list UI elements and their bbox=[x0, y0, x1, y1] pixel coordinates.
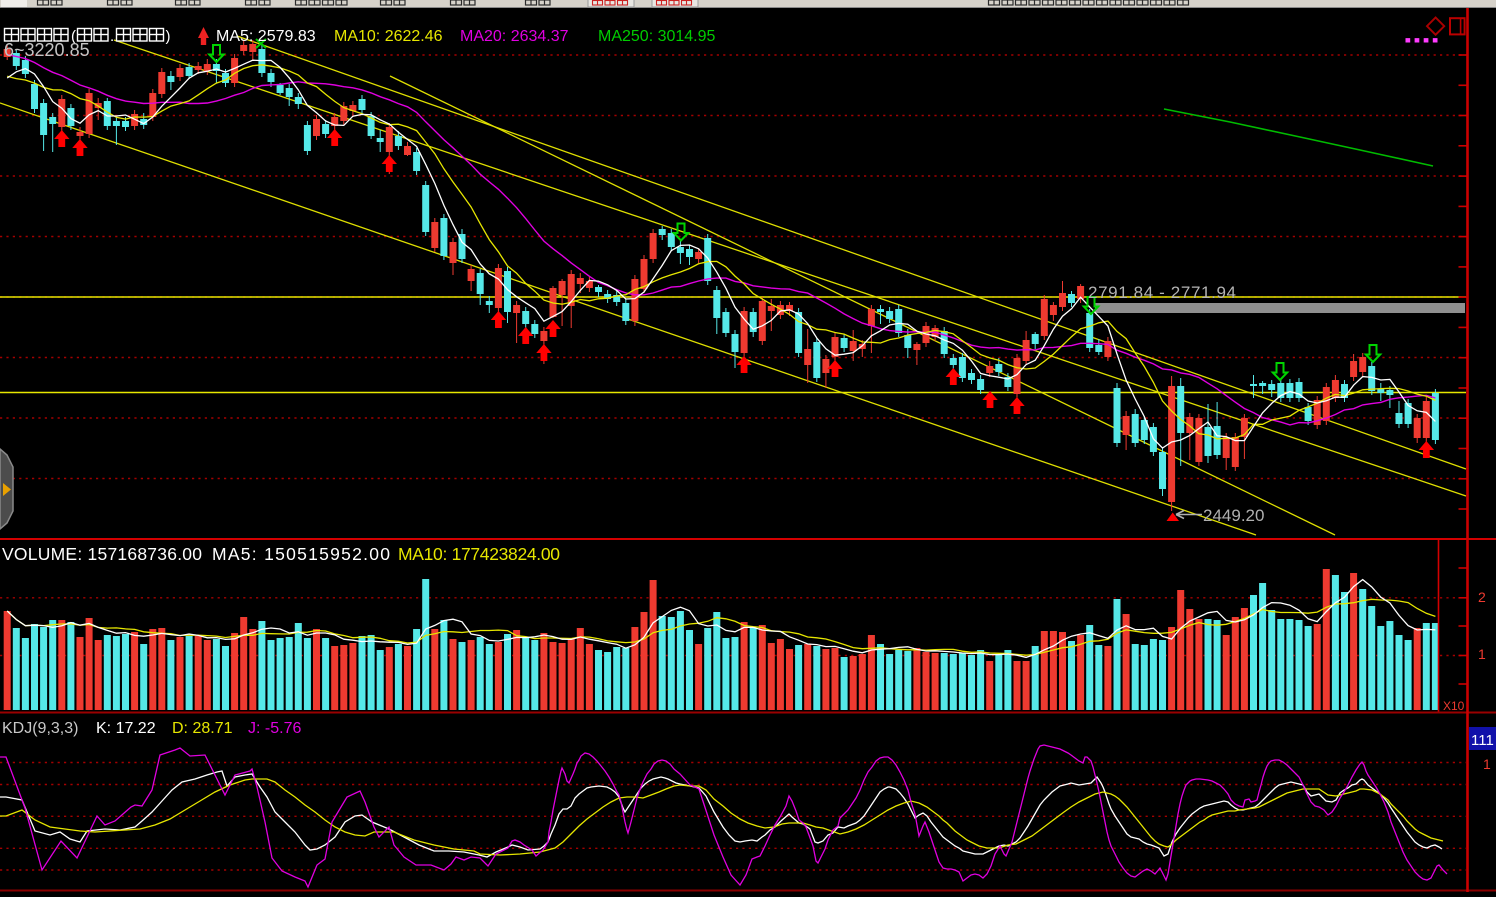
svg-text:2791.84 - 2771.94: 2791.84 - 2771.94 bbox=[1088, 283, 1236, 302]
svg-text:MA5: 2579.83: MA5: 2579.83 bbox=[216, 28, 316, 45]
svg-text:.: . bbox=[110, 28, 114, 45]
svg-text:MA250: 3014.95: MA250: 3014.95 bbox=[598, 28, 716, 45]
svg-text:MA20: 2634.37: MA20: 2634.37 bbox=[460, 28, 569, 45]
svg-text:MA10: 2622.46: MA10: 2622.46 bbox=[334, 28, 443, 45]
svg-text:D: 28.71: D: 28.71 bbox=[172, 720, 233, 737]
svg-text:6~3220.85: 6~3220.85 bbox=[4, 40, 90, 60]
svg-text:X10: X10 bbox=[1443, 699, 1465, 713]
svg-text:J: -5.76: J: -5.76 bbox=[248, 720, 301, 737]
svg-text:2: 2 bbox=[1478, 589, 1486, 605]
svg-text:MA10: 177423824.00: MA10: 177423824.00 bbox=[398, 544, 560, 564]
svg-text:VOLUME: 157168736.00: VOLUME: 157168736.00 bbox=[2, 544, 202, 564]
svg-text:1: 1 bbox=[1478, 646, 1486, 662]
svg-text:): ) bbox=[166, 28, 171, 45]
svg-text:(: ( bbox=[71, 28, 76, 45]
svg-text:111: 111 bbox=[1471, 732, 1494, 749]
svg-text:K: 17.22: K: 17.22 bbox=[96, 720, 156, 737]
svg-text:KDJ(9,3,3): KDJ(9,3,3) bbox=[2, 720, 78, 737]
svg-text:1: 1 bbox=[1483, 756, 1491, 772]
svg-text:2449.20: 2449.20 bbox=[1203, 506, 1264, 525]
svg-text:MA5: 150515952.00: MA5: 150515952.00 bbox=[212, 544, 390, 564]
